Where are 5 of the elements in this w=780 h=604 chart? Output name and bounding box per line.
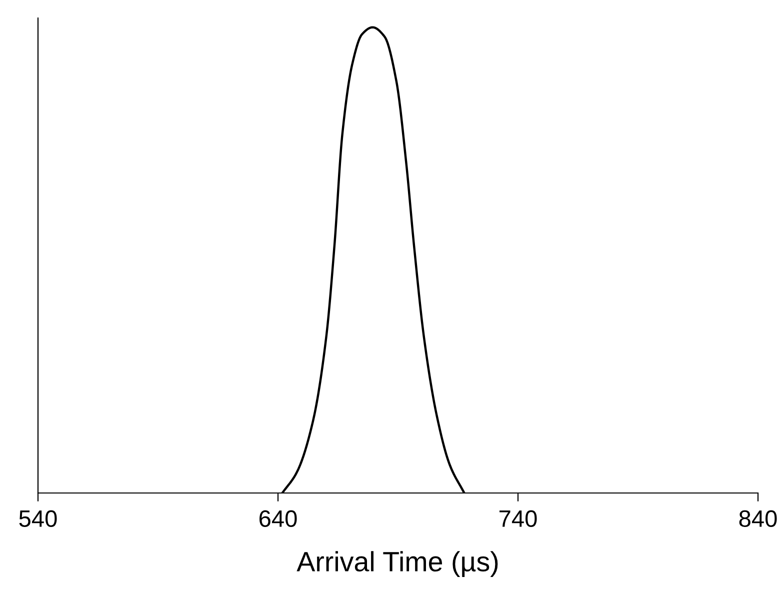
x-tick-label: 740 [500, 510, 537, 528]
x-tick-label: 640 [260, 510, 297, 528]
x-tick-label: 840 [739, 510, 777, 528]
x-tick-label: 540 [19, 510, 57, 528]
x-axis-title: Arrival Time (µs) [296, 551, 498, 578]
